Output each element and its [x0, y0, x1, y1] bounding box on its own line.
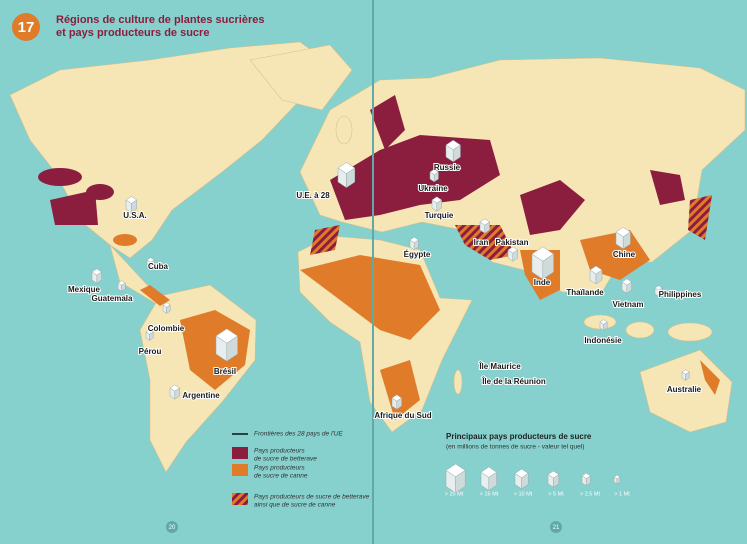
country-label: Ukraine	[418, 184, 448, 193]
cube-right	[121, 282, 126, 292]
cube-right	[413, 239, 419, 251]
cube-right	[488, 471, 497, 491]
page-number-badge	[550, 521, 562, 533]
cube-right	[626, 281, 632, 294]
scale-label: > 2,5 Mt	[580, 491, 600, 497]
producer-cubes	[91, 139, 690, 410]
country-label: Australie	[667, 385, 702, 394]
title-line: et pays producteurs de sucre	[56, 27, 209, 39]
country-label: Vietnam	[613, 300, 644, 309]
legend-swatch	[232, 447, 248, 459]
cube-right	[685, 371, 690, 381]
cube-right	[436, 199, 442, 212]
legend: Frontières des 28 pays de l'UE Pays produ…	[232, 431, 370, 509]
cube-right	[484, 221, 490, 234]
legend-text: Pays producteurs	[254, 448, 305, 455]
country-label: Cuba	[148, 262, 169, 271]
size-scale: Principaux pays producteurs de sucre (en …	[445, 432, 630, 497]
country-label: Égypte	[404, 250, 431, 259]
scale-label: > 20 Mt	[445, 491, 464, 497]
cube-right	[452, 144, 461, 163]
country-label: Île Maurice	[478, 362, 521, 371]
cube-right	[149, 331, 154, 341]
country-label: U.E. à 28	[296, 191, 330, 200]
cube-right	[512, 249, 518, 262]
cube-right	[585, 475, 591, 487]
mixed-regions	[310, 195, 712, 260]
scale-label: > 5 Mt	[548, 491, 564, 497]
legend-text: de sucre de canne	[254, 473, 308, 480]
cube-right	[542, 253, 554, 280]
legend-text: ainsi que de sucre de canne	[254, 502, 336, 509]
cube-right	[521, 472, 529, 490]
cube-right	[226, 335, 238, 362]
country-label: Thaïlande	[566, 288, 604, 297]
country-label: Colombie	[148, 324, 185, 333]
cube-right	[553, 474, 560, 488]
legend-text: de sucre de betterave	[254, 456, 317, 463]
cube-right	[595, 269, 603, 285]
legend-text: Pays producteurs	[254, 465, 305, 472]
cube-right	[433, 171, 439, 183]
cube-right	[96, 271, 102, 284]
scale-label: > 1 Mt	[614, 491, 630, 497]
legend-swatch	[232, 464, 248, 476]
cube-right	[150, 259, 155, 269]
cube-right	[616, 476, 621, 485]
page-number: 21	[553, 525, 560, 531]
country-label: Afrique du Sud	[374, 411, 431, 420]
country-label: U.S.A.	[123, 211, 147, 220]
country-label: Chine	[613, 250, 636, 259]
country-label: Île de la Réunion	[481, 377, 546, 386]
country-label: Philippines	[659, 290, 702, 299]
country-label: Russie	[434, 163, 461, 172]
country-label: Pakistan	[496, 238, 529, 247]
cube-right	[346, 167, 356, 189]
cube-right	[166, 304, 171, 314]
legend-text: Pays producteurs de sucre de betterave	[254, 494, 370, 501]
country-label: Turquie	[425, 211, 454, 220]
cube-right	[658, 287, 663, 297]
scale-title: Principaux pays producteurs de sucre	[446, 432, 592, 441]
cube-right	[396, 397, 402, 410]
scale-label: > 15 Mt	[480, 491, 499, 497]
country-label: Mexique	[68, 285, 101, 294]
cube-right	[174, 387, 180, 400]
country-label: Pérou	[139, 347, 162, 356]
cube-right	[131, 199, 138, 214]
chapter-badge	[12, 13, 40, 41]
chapter-number: 17	[18, 19, 35, 36]
legend-swatch	[232, 493, 248, 505]
country-label: Indonésie	[584, 336, 622, 345]
legend-text: Frontières des 28 pays de l'UE	[254, 431, 343, 438]
cube-right	[455, 469, 466, 494]
page-number: 20	[169, 525, 176, 531]
country-label: Argentine	[182, 391, 220, 400]
country-label: Iran	[474, 238, 489, 247]
page-number-badge	[166, 521, 178, 533]
cane-regions	[113, 230, 720, 420]
scale-subtitle: (en millions de tonnes de sucre - valeur…	[446, 444, 584, 451]
country-label: Brésil	[214, 367, 236, 376]
cube-right	[622, 231, 631, 250]
cube-right	[603, 321, 608, 331]
title-line: Régions de culture de plantes sucrières	[56, 14, 264, 26]
scale-label: > 10 Mt	[514, 491, 533, 497]
country-label: Inde	[534, 278, 551, 287]
country-label: Guatemala	[92, 294, 133, 303]
